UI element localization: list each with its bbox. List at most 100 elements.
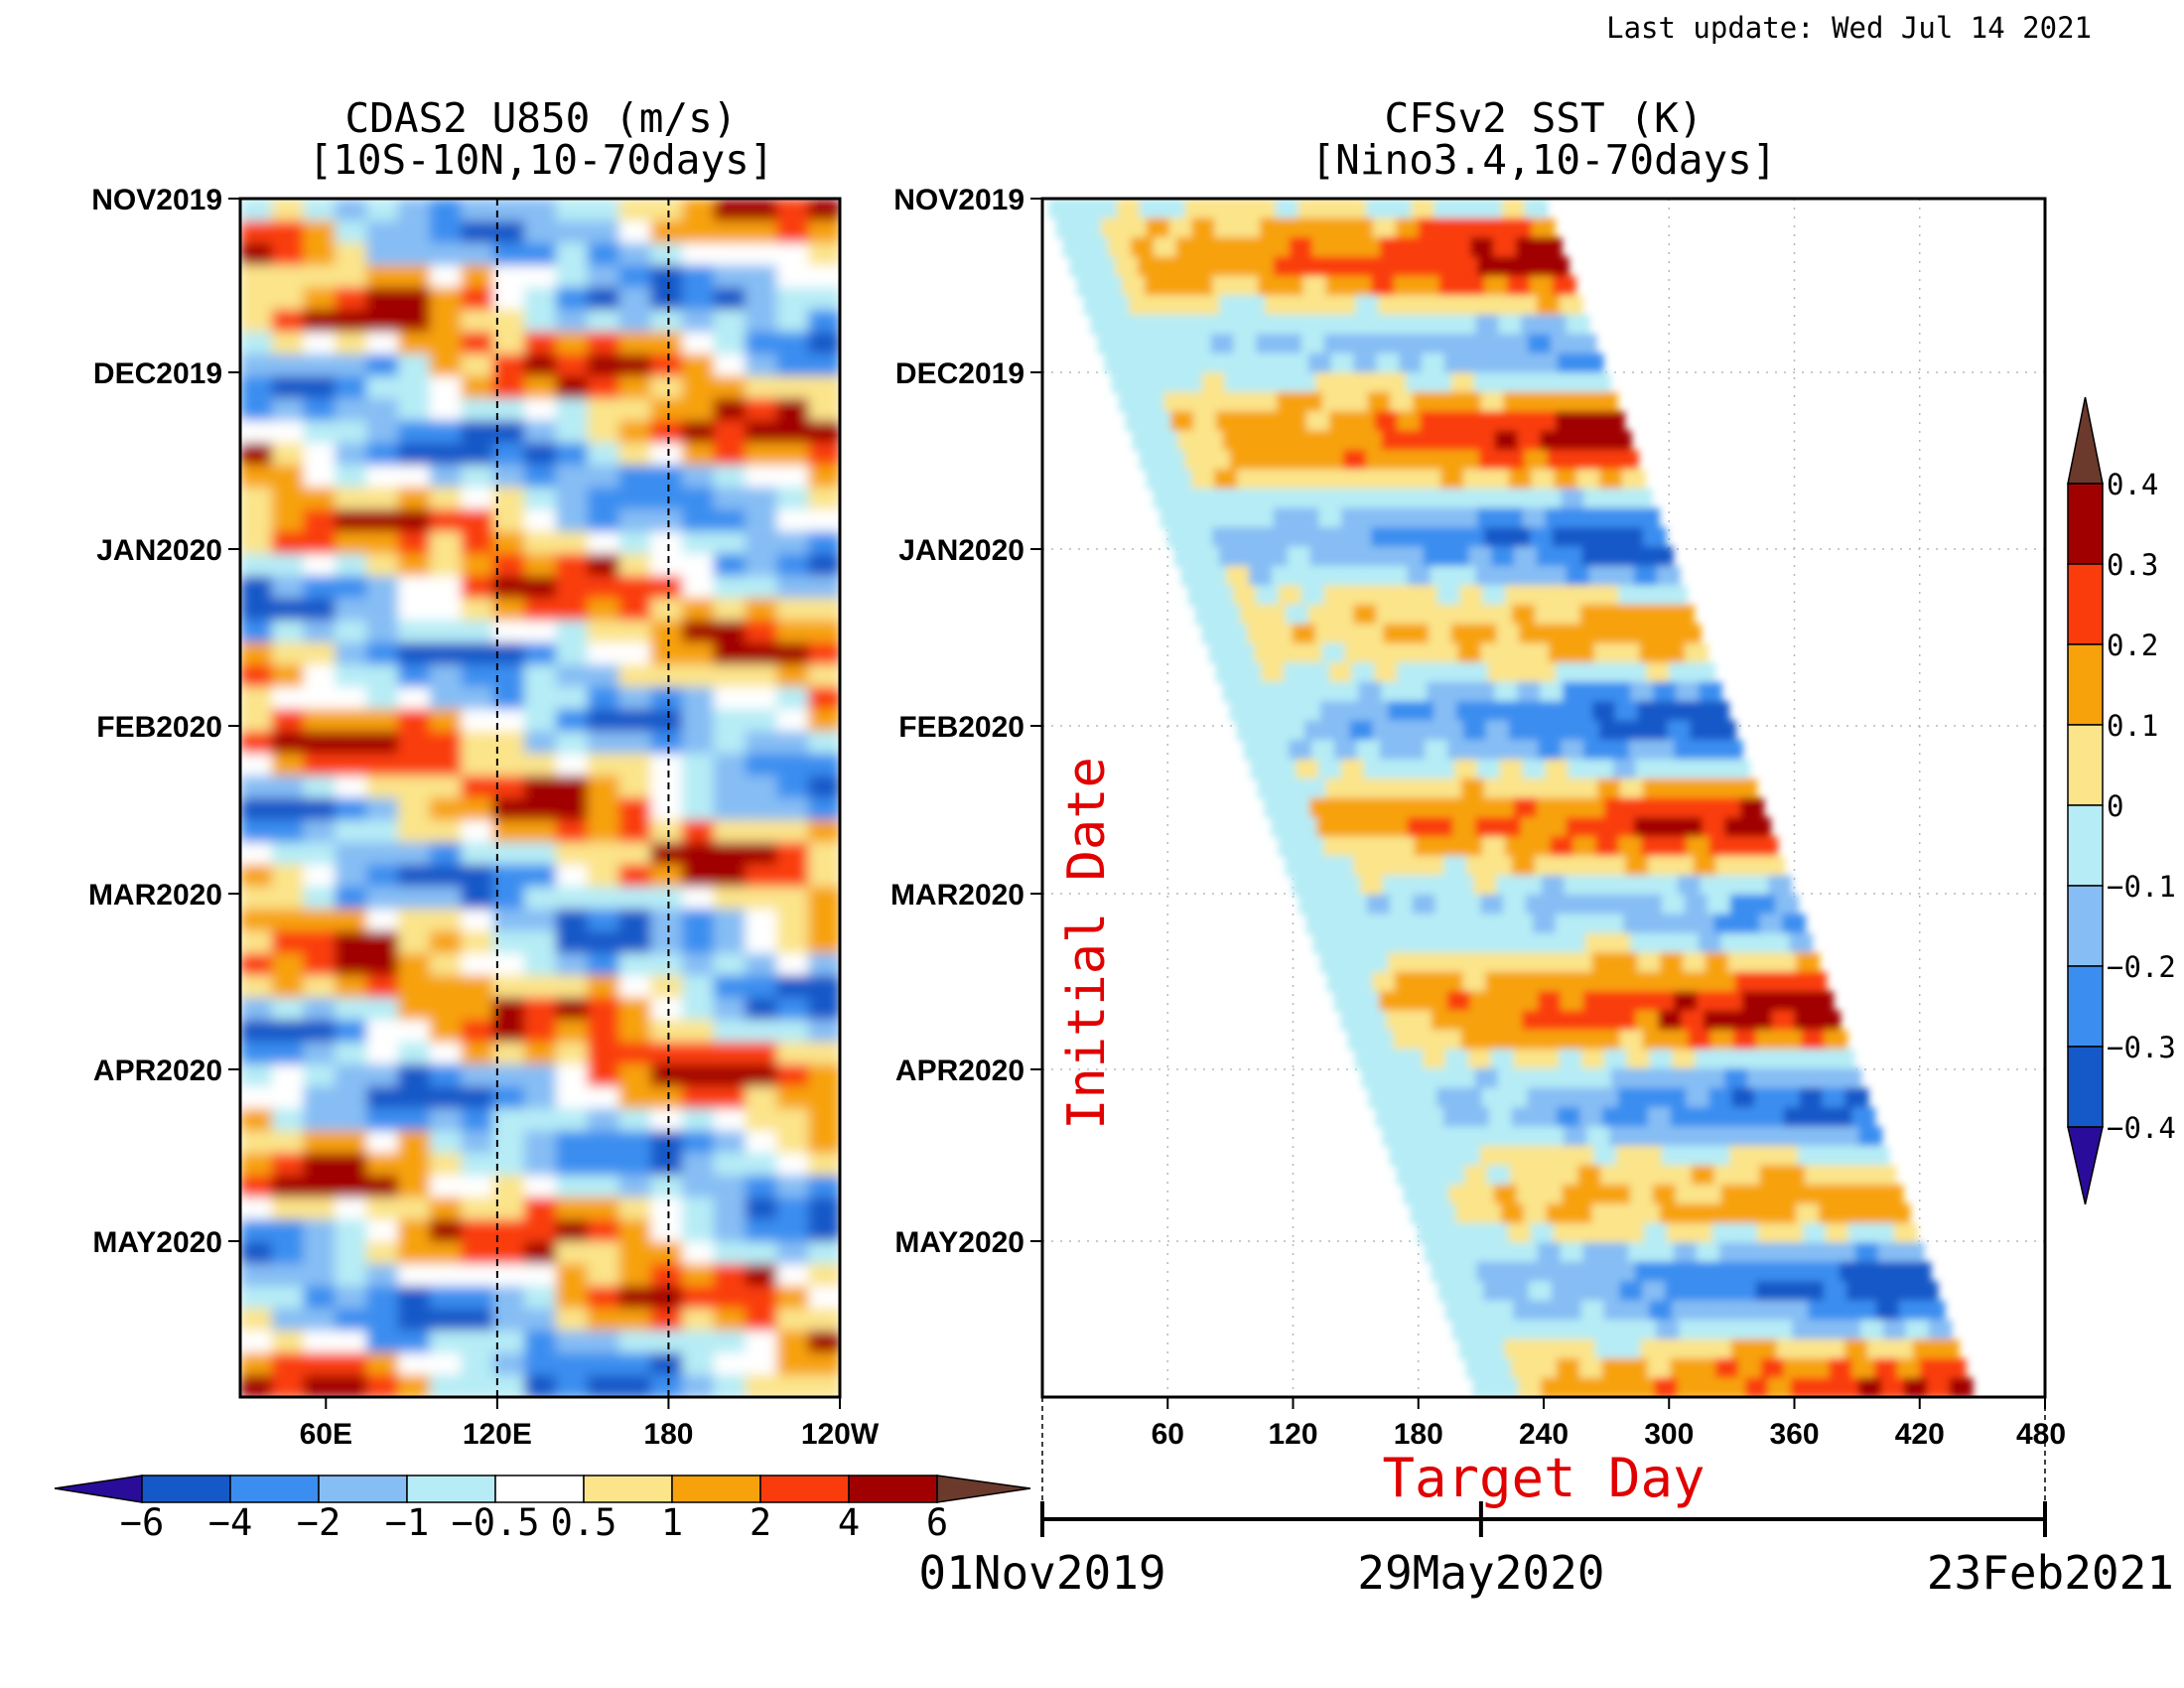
u850-cell — [303, 465, 337, 489]
sst-cell — [1205, 507, 1229, 528]
sst-cell — [1205, 256, 1230, 277]
sst-cell — [1398, 855, 1423, 877]
sst-cell — [1415, 334, 1438, 354]
sst-cell — [1327, 469, 1351, 490]
sst-cell — [1510, 411, 1535, 432]
sst-cell — [1520, 1320, 1544, 1340]
u850-cell — [587, 819, 620, 844]
sst-cell — [1217, 604, 1242, 626]
u850-cell — [335, 199, 368, 222]
u850-cell — [745, 1263, 778, 1288]
sst-cell — [1562, 1184, 1586, 1205]
sst-cell — [1699, 681, 1722, 703]
u850-cell — [587, 1374, 620, 1397]
u850-cell — [682, 576, 715, 600]
sst-cell — [1718, 991, 1743, 1012]
sst-cell — [1651, 740, 1676, 761]
u850-cell — [650, 642, 684, 666]
u850-cell — [555, 864, 589, 888]
u850-cell — [335, 1153, 368, 1177]
sst-cell — [1548, 1145, 1572, 1167]
u850-cell — [776, 1063, 810, 1088]
u850-cell — [650, 398, 684, 422]
u850-cell — [524, 1330, 557, 1354]
sst-cell — [1512, 352, 1537, 374]
u850-cell — [240, 1219, 273, 1243]
sst-cell — [1519, 624, 1543, 644]
sst-cell — [1460, 1281, 1485, 1302]
sst-cell — [1547, 952, 1570, 973]
sst-cell — [1720, 1184, 1745, 1205]
u850-cell — [587, 1241, 620, 1265]
sst-cell — [1662, 894, 1686, 915]
sst-ytick-label: NOV2019 — [893, 184, 1024, 216]
u850-cell — [271, 353, 305, 377]
u850-cell — [240, 465, 273, 489]
sst-cell — [1561, 740, 1584, 761]
u850-cell — [397, 797, 431, 821]
u850-cell — [271, 930, 305, 954]
u850-cell — [335, 909, 368, 932]
u850-cell — [555, 220, 589, 244]
sst-panel: CFSv2 SST (K) [Nino3.4,10-70days] NOV201… — [890, 94, 2176, 1600]
u850-cell — [808, 375, 840, 400]
u850-cell — [524, 375, 557, 400]
u850-cell — [555, 997, 589, 1022]
sst-cell — [1542, 372, 1566, 393]
u850-cell — [555, 1153, 589, 1177]
sst-cell — [1418, 469, 1442, 490]
sst-cell — [1469, 991, 1494, 1012]
u850-cell — [745, 1175, 778, 1198]
u850-cell — [397, 864, 431, 888]
u850-colorbar-bin — [494, 1475, 585, 1503]
sst-cell — [1722, 1126, 1747, 1147]
u850-cell — [650, 1263, 684, 1288]
u850-cell — [335, 1020, 368, 1044]
sst-cell — [1503, 642, 1528, 664]
sst-cell — [1215, 662, 1240, 683]
sst-cell — [1733, 1030, 1757, 1051]
sst-cell — [1497, 817, 1522, 838]
sst-cell — [1592, 450, 1616, 471]
u850-cell — [713, 508, 747, 533]
u850-cell — [461, 287, 494, 311]
u850-cell — [776, 819, 810, 844]
sst-cell — [1619, 778, 1644, 799]
sst-cell — [1231, 642, 1256, 664]
u850-cell — [303, 797, 337, 821]
sst-cell — [1228, 256, 1252, 277]
sst-cell — [1184, 199, 1209, 219]
u850-cell — [776, 753, 810, 777]
u850-cell — [808, 1196, 840, 1221]
u850-cell — [587, 265, 620, 289]
u850-cell — [650, 1286, 684, 1310]
u850-cell — [808, 487, 840, 510]
sst-cell — [1432, 759, 1455, 780]
sst-cell — [1569, 952, 1593, 973]
sst-cell — [1590, 507, 1615, 528]
u850-cell — [618, 886, 652, 911]
sst-cell — [1187, 334, 1212, 354]
u850-cell — [240, 1175, 273, 1198]
u850-cell — [650, 864, 684, 888]
u850-cell — [587, 753, 620, 777]
sst-cell — [1553, 1222, 1577, 1244]
u850-cell — [808, 642, 840, 666]
sst-cell — [1489, 604, 1514, 626]
sst-cell — [1571, 391, 1595, 413]
u850-cell — [587, 309, 620, 334]
u850-cell — [366, 199, 399, 222]
sst-cell — [1621, 720, 1646, 742]
sst-cell — [1570, 450, 1593, 471]
sst-cell — [1747, 1068, 1771, 1089]
u850-cell — [240, 287, 273, 311]
u850-cell — [682, 1263, 715, 1288]
sst-cell — [1517, 932, 1541, 954]
sst-cell — [1574, 778, 1599, 799]
sst-cell — [1736, 914, 1761, 934]
sst-cell — [1200, 430, 1224, 452]
sst-cell — [1544, 1261, 1569, 1283]
u850-cell — [303, 775, 337, 799]
sst-cell — [1289, 236, 1313, 258]
u850-cell — [713, 531, 747, 555]
